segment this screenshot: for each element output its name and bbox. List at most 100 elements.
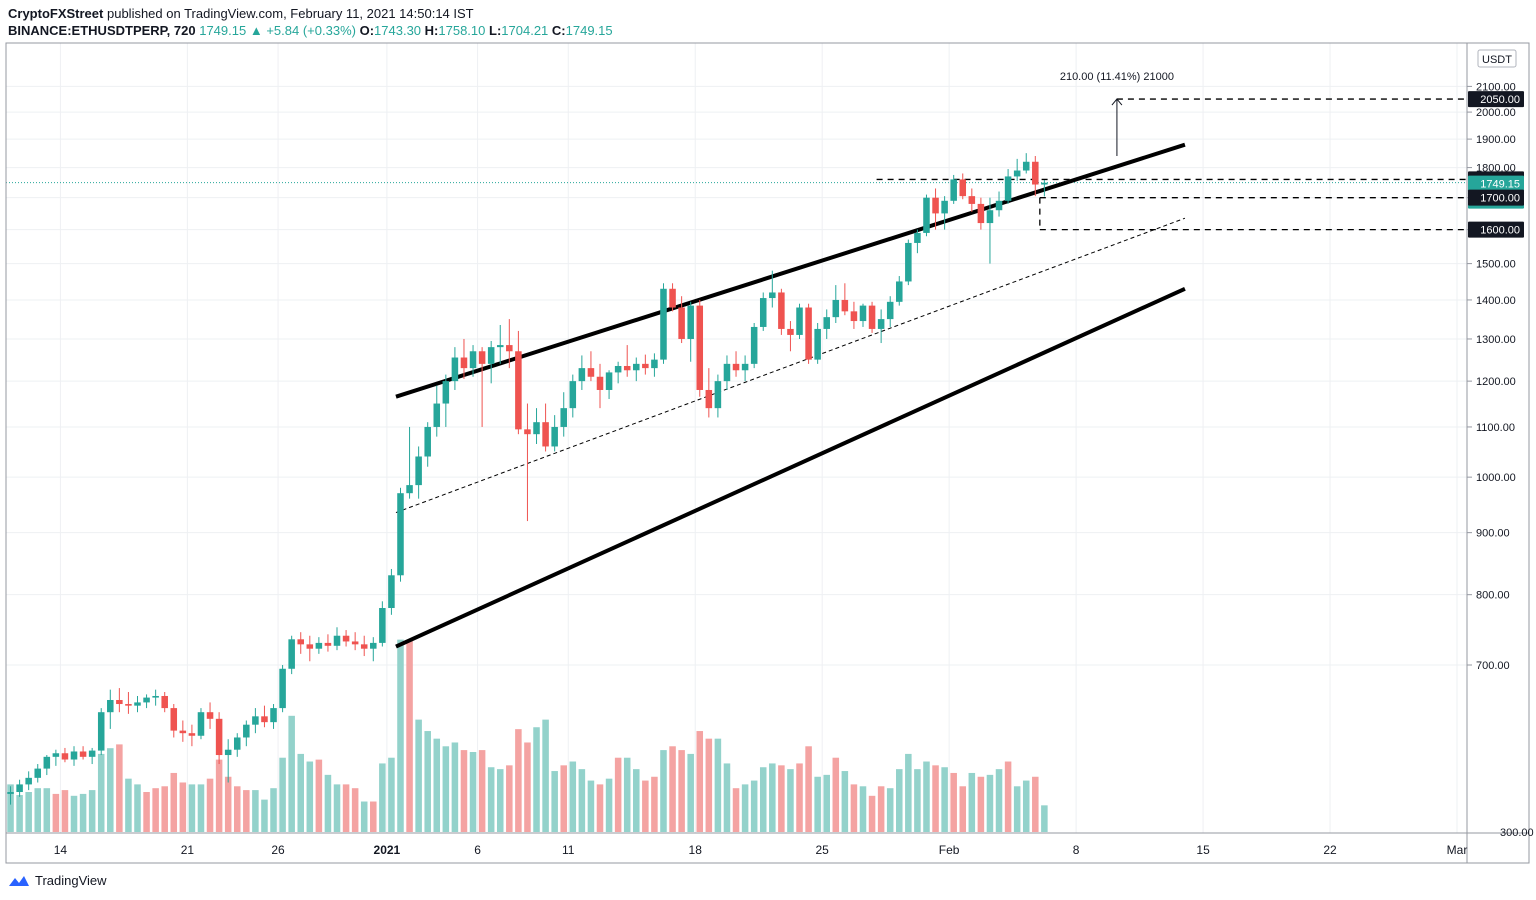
candle-body[interactable] [433, 403, 441, 427]
candle-body[interactable] [388, 575, 395, 609]
candle-body[interactable] [97, 712, 105, 751]
candle-body[interactable] [170, 708, 178, 731]
candle-body[interactable] [125, 704, 132, 706]
candle-body[interactable] [360, 644, 368, 649]
candle-body[interactable] [605, 372, 613, 390]
candle-body[interactable] [333, 635, 341, 646]
candle-body[interactable] [623, 365, 631, 371]
candle-body[interactable] [669, 288, 676, 308]
candle-body[interactable] [79, 751, 87, 757]
candle-body[interactable] [678, 307, 685, 339]
candle-body[interactable] [923, 197, 930, 233]
candle-body[interactable] [496, 345, 504, 348]
candle-body[interactable] [397, 493, 404, 576]
candle-body[interactable] [950, 179, 957, 201]
candle-body[interactable] [614, 365, 622, 373]
candle-body[interactable] [886, 301, 894, 320]
candle-body[interactable] [741, 363, 749, 371]
candle-body[interactable] [406, 485, 413, 494]
candle-body[interactable] [451, 357, 459, 382]
candle-body[interactable] [134, 702, 141, 706]
candle-body[interactable] [424, 426, 431, 457]
candle-body[interactable] [16, 784, 23, 793]
candle-body[interactable] [279, 668, 286, 709]
candle-body[interactable] [116, 699, 123, 705]
candle-body[interactable] [905, 242, 912, 282]
candle-body[interactable] [941, 200, 948, 214]
candle-body[interactable] [1041, 182, 1048, 185]
candle-body[interactable] [859, 305, 867, 322]
candle-body[interactable] [995, 200, 1003, 211]
candle-body[interactable] [551, 426, 558, 447]
candle-body[interactable] [723, 363, 731, 382]
candle-body[interactable] [587, 368, 595, 377]
candle-body[interactable] [34, 768, 42, 778]
candle-body[interactable] [506, 345, 513, 352]
candle-body[interactable] [850, 311, 858, 322]
candle-body[interactable] [351, 641, 359, 645]
candle-body[interactable] [750, 326, 758, 364]
candle-body[interactable] [370, 642, 377, 649]
candle-body[interactable] [787, 328, 794, 335]
candle-body[interactable] [651, 359, 658, 369]
candle-body[interactable] [687, 305, 694, 339]
candle-body[interactable] [1013, 170, 1021, 177]
candle-body[interactable] [841, 299, 849, 312]
currency-label-box[interactable] [1477, 49, 1517, 68]
candle-body[interactable] [769, 292, 776, 299]
candle-body[interactable] [705, 389, 713, 409]
tradingview-logo-icon[interactable] [8, 874, 30, 888]
candle-body[interactable] [714, 381, 722, 409]
candle-body[interactable] [270, 708, 277, 723]
candle-body[interactable] [1032, 161, 1039, 185]
candle-body[interactable] [560, 408, 567, 427]
candle-body[interactable] [179, 730, 187, 734]
candle-body[interactable] [542, 422, 549, 447]
candle-body[interactable] [469, 351, 477, 369]
candle-body[interactable] [596, 376, 604, 390]
candle-body[interactable] [206, 712, 214, 719]
candle-body[interactable] [823, 317, 830, 329]
symbol-label[interactable]: BINANCE:ETHUSDTPERP, 720 [8, 23, 196, 38]
candle-body[interactable] [197, 712, 205, 736]
candle-body[interactable] [297, 639, 304, 645]
candle-body[interactable] [342, 635, 350, 642]
candle-body[interactable] [977, 203, 985, 224]
candle-body[interactable] [324, 642, 332, 646]
candle-body[interactable] [152, 695, 159, 698]
time-axis[interactable]: 14 21 26 2021 6 11 18 25 Feb 8 15 22 Mar [54, 843, 1468, 857]
candle-body[interactable] [315, 642, 323, 649]
footer-brand[interactable]: TradingView [35, 873, 107, 888]
candle-body[interactable] [642, 363, 649, 369]
candle-body[interactable] [43, 756, 51, 769]
candle-body[interactable] [778, 292, 785, 329]
candle-body[interactable] [188, 733, 196, 736]
trendline-channel-bottom[interactable] [395, 286, 1186, 649]
candle-body[interactable] [70, 751, 78, 760]
candle-body[interactable] [306, 644, 314, 649]
candle-body[interactable] [578, 368, 586, 382]
candle-body[interactable] [959, 179, 967, 197]
trendline-channel-top[interactable] [395, 142, 1186, 399]
candle-body[interactable] [7, 792, 14, 794]
candle-body[interactable] [25, 777, 32, 785]
candle-body[interactable] [442, 381, 450, 404]
candle-body[interactable] [88, 750, 96, 757]
candle-body[interactable] [569, 381, 577, 409]
candle-body[interactable] [161, 695, 168, 709]
candle-body[interactable] [696, 305, 704, 390]
candle-body[interactable] [487, 347, 495, 364]
candle-body[interactable] [877, 319, 885, 329]
candle-body[interactable] [1022, 161, 1030, 171]
candle-body[interactable] [986, 210, 994, 224]
candle-body[interactable] [759, 298, 767, 327]
candle-body[interactable] [796, 307, 803, 335]
candle-body[interactable] [224, 749, 232, 756]
candle-body[interactable] [968, 196, 976, 204]
candle-body[interactable] [288, 639, 295, 669]
candle-body[interactable] [832, 299, 840, 318]
candle-body[interactable] [415, 456, 422, 486]
candle-body[interactable] [252, 716, 259, 725]
candle-body[interactable] [61, 753, 69, 760]
